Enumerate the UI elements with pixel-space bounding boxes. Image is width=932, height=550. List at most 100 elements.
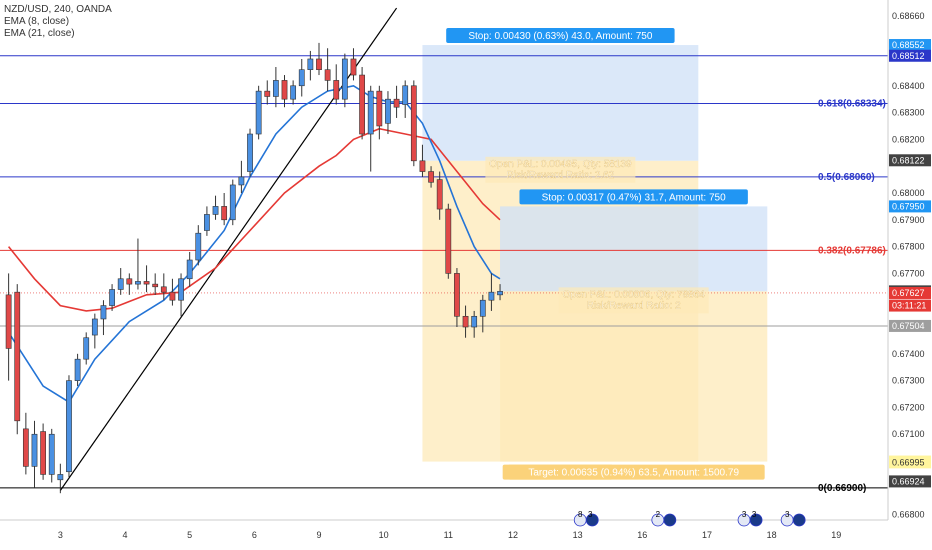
candle-body-39[interactable] — [341, 58, 348, 100]
candle-body-46[interactable] — [402, 85, 409, 105]
candle-body-14[interactable] — [126, 278, 133, 285]
candle-body-15[interactable] — [135, 281, 141, 285]
event-badge-3-0: 3 — [785, 510, 790, 519]
price-tag-19: 0.67100 — [892, 429, 925, 439]
candle-body-47[interactable] — [410, 85, 417, 162]
candle-body-50[interactable] — [436, 179, 443, 210]
candle-body-57[interactable] — [497, 291, 503, 296]
candle-body-24[interactable] — [212, 206, 219, 215]
candle-body-37[interactable] — [324, 69, 331, 81]
rr-label-0: Risk/Reward Ratio: 2.62 — [506, 170, 614, 181]
candle-body-45[interactable] — [393, 98, 400, 108]
candle-body-34[interactable] — [298, 69, 305, 87]
fib-label-2: 0.5(0.68060) — [818, 172, 875, 183]
candle-body-0[interactable] — [5, 294, 12, 349]
candle-body-21[interactable] — [186, 259, 193, 280]
time-tick-0: 3 — [58, 530, 63, 540]
candle-body-1[interactable] — [14, 291, 21, 422]
candle-body-3[interactable] — [31, 433, 38, 467]
candle-body-44[interactable] — [385, 98, 391, 124]
price-tag-bg-14 — [889, 299, 931, 312]
candle-body-2[interactable] — [22, 428, 29, 467]
candle-body-19[interactable] — [169, 291, 176, 301]
price-tag-22: 0.66924 — [892, 476, 925, 486]
event-flag2-icon-3[interactable] — [792, 513, 806, 527]
candle-body-25[interactable] — [221, 206, 228, 221]
candle-body-30[interactable] — [264, 90, 271, 97]
event-flag2-icon-2[interactable] — [749, 513, 763, 527]
candle-body-43[interactable] — [376, 90, 383, 127]
event-flag2-icon-1[interactable] — [663, 513, 677, 527]
price-tag-bg-13 — [889, 286, 931, 299]
candle-body-48[interactable] — [419, 160, 426, 172]
legend-ema8: EMA (8, close) — [4, 16, 70, 27]
price-tag-11: 0.67700 — [892, 268, 925, 278]
candle-body-53[interactable] — [462, 315, 469, 328]
candle-body-20[interactable] — [178, 278, 184, 301]
time-tick-1: 4 — [123, 530, 128, 540]
candle-body-9[interactable] — [83, 337, 90, 360]
price-tag-4: 0.68300 — [892, 108, 925, 118]
pnl-label-bg-0 — [485, 156, 636, 183]
time-tick-12: 19 — [831, 530, 841, 540]
event-flag2-icon-0[interactable] — [585, 513, 599, 527]
ema21-line — [7, 127, 501, 312]
candle-body-22[interactable] — [195, 232, 202, 261]
candle-body-35[interactable] — [307, 58, 314, 70]
price-tag-5: 0.68200 — [892, 134, 925, 144]
candle-body-10[interactable] — [91, 318, 98, 336]
candle-body-31[interactable] — [272, 80, 279, 97]
candle-body-42[interactable] — [367, 90, 374, 135]
price-tag-16: 0.67400 — [892, 349, 925, 359]
candle-body-56[interactable] — [488, 291, 495, 301]
price-tag-17: 0.67300 — [892, 376, 925, 386]
candle-body-23[interactable] — [204, 214, 210, 231]
candle-body-52[interactable] — [454, 273, 460, 317]
target-zone-1 — [500, 291, 768, 462]
price-tag-21: 0.66995 — [892, 457, 925, 467]
candle-body-27[interactable] — [238, 176, 245, 186]
candle-body-4[interactable] — [40, 431, 46, 475]
price-tag-15: 0.67504 — [892, 321, 925, 331]
candle-body-29[interactable] — [255, 90, 262, 135]
candle-body-17[interactable] — [152, 283, 159, 288]
candle-body-55[interactable] — [479, 299, 486, 317]
candle-body-7[interactable] — [66, 380, 72, 473]
candle-body-32[interactable] — [281, 80, 288, 100]
price-tag-14: 03:11:21 — [892, 301, 926, 311]
chart-title: NZD/USD, 240, OANDA — [4, 4, 112, 15]
candle-body-26[interactable] — [229, 184, 236, 221]
candle-body-12[interactable] — [109, 289, 115, 306]
event-badge-0-0: 8 — [578, 510, 583, 519]
price-tag-2: 0.68512 — [892, 51, 925, 61]
candle-body-13[interactable] — [117, 278, 124, 290]
time-tick-6: 11 — [444, 530, 453, 540]
candle-body-6[interactable] — [57, 474, 64, 481]
candle-body-28[interactable] — [247, 133, 253, 172]
price-tag-8: 0.67950 — [892, 201, 925, 211]
candle-body-36[interactable] — [316, 58, 322, 70]
candle-body-8[interactable] — [74, 358, 81, 381]
price-tag-bg-15 — [889, 319, 931, 332]
candle-body-33[interactable] — [290, 85, 297, 100]
price-tag-0: 0.68660 — [892, 11, 925, 21]
target-label-bg-1 — [502, 464, 765, 480]
candle-body-5[interactable] — [48, 433, 55, 475]
candle-body-49[interactable] — [428, 171, 434, 183]
time-tick-7: 12 — [508, 530, 518, 540]
candle-body-54[interactable] — [471, 315, 478, 328]
time-tick-10: 17 — [702, 530, 712, 540]
candle-body-51[interactable] — [445, 208, 452, 274]
candle-body-41[interactable] — [359, 74, 365, 135]
legend-ema21: EMA (21, close) — [4, 28, 75, 39]
candle-body-11[interactable] — [100, 305, 107, 320]
candle-body-40[interactable] — [350, 58, 357, 76]
candle-body-16[interactable] — [143, 281, 150, 285]
time-tick-11: 18 — [767, 530, 777, 540]
stop-label-1: Stop: 0.00317 (0.47%) 31.7, Amount: 750 — [542, 192, 726, 203]
candle-body-18[interactable] — [160, 286, 167, 293]
price-tag-7: 0.68000 — [892, 188, 925, 198]
candle-body-38[interactable] — [333, 80, 340, 100]
